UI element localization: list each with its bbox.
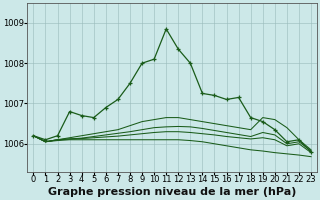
X-axis label: Graphe pression niveau de la mer (hPa): Graphe pression niveau de la mer (hPa) bbox=[48, 187, 296, 197]
